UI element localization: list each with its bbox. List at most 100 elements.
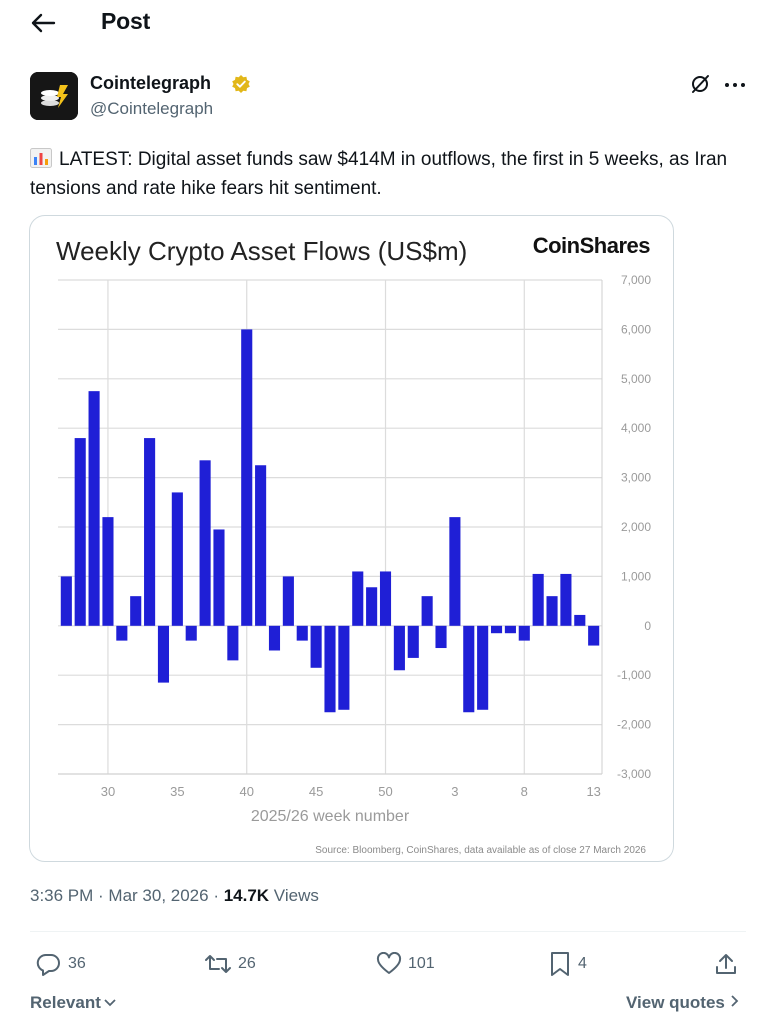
y-tick-label: 1,000 bbox=[621, 569, 651, 583]
reply-icon bbox=[36, 953, 60, 976]
back-button[interactable] bbox=[22, 6, 62, 40]
chart-xlabel: 2025/26 week number bbox=[251, 808, 410, 825]
y-tick-label: 3,000 bbox=[621, 471, 651, 485]
arrow-left-icon bbox=[31, 13, 56, 33]
bar-week-34 bbox=[157, 625, 170, 683]
x-tick-label: 30 bbox=[101, 784, 115, 799]
reply-count: 36 bbox=[68, 955, 86, 972]
views-count: 14.7K bbox=[223, 886, 270, 905]
bar-week-27 bbox=[60, 576, 72, 626]
bar-week-33 bbox=[144, 438, 156, 626]
bar-week-37 bbox=[199, 460, 211, 626]
chart-source: Source: Bloomberg, CoinShares, data avai… bbox=[315, 845, 646, 856]
bar-week-13 bbox=[588, 625, 600, 646]
bar-week-38 bbox=[213, 529, 225, 626]
heart-icon bbox=[376, 952, 402, 974]
bar-week-52 bbox=[407, 625, 419, 658]
bar-week-11 bbox=[560, 573, 572, 626]
bar-week-42 bbox=[268, 625, 281, 651]
bar-week-4 bbox=[463, 625, 475, 713]
bar-week-36 bbox=[185, 625, 197, 641]
x-tick-label: 40 bbox=[240, 784, 254, 799]
like-count: 101 bbox=[408, 955, 435, 972]
sort-label: Relevant bbox=[30, 993, 101, 1012]
bar-week-31 bbox=[116, 625, 128, 641]
chart-image[interactable]: Weekly Crypto Asset Flows (US$m) CoinSha… bbox=[29, 215, 674, 862]
tweet-text: LATEST: Digital asset funds saw $414M in… bbox=[30, 145, 730, 203]
bar-week-49 bbox=[366, 587, 378, 626]
verified-badge-icon bbox=[231, 74, 251, 94]
x-tick-label: 45 bbox=[309, 784, 323, 799]
share-icon bbox=[716, 954, 736, 974]
y-tick-label: 0 bbox=[644, 619, 651, 633]
bar-week-3 bbox=[449, 517, 461, 626]
post-timestamp[interactable]: 3:36 PM · Mar 30, 2026 · bbox=[30, 886, 224, 905]
bar-week-1 bbox=[421, 596, 433, 626]
bar-week-5 bbox=[477, 625, 489, 710]
author-handle[interactable]: @Cointelegraph bbox=[90, 99, 214, 118]
bookmark-icon bbox=[551, 952, 569, 976]
grok-icon[interactable] bbox=[689, 73, 711, 95]
chevron-right-icon bbox=[731, 995, 739, 1007]
x-tick-label: 8 bbox=[521, 784, 528, 799]
views-label: Views bbox=[269, 886, 319, 905]
repost-button[interactable]: 26 bbox=[204, 950, 256, 978]
y-tick-label: 2,000 bbox=[621, 520, 651, 534]
bar-week-29 bbox=[88, 391, 100, 626]
like-button[interactable]: 101 bbox=[376, 950, 435, 978]
bar-week-47 bbox=[338, 625, 350, 710]
bar-week-9 bbox=[532, 573, 544, 626]
x-tick-label: 35 bbox=[170, 784, 184, 799]
chart-title: Weekly Crypto Asset Flows (US$m) bbox=[56, 236, 467, 266]
bar-week-46 bbox=[324, 625, 336, 713]
y-tick-label: -2,000 bbox=[617, 718, 651, 732]
bar-week-32 bbox=[130, 596, 142, 626]
repost-count: 26 bbox=[238, 955, 256, 972]
bookmark-count: 4 bbox=[578, 955, 587, 972]
share-button[interactable] bbox=[714, 950, 744, 978]
reply-button[interactable]: 36 bbox=[36, 950, 86, 978]
bookmark-button[interactable]: 4 bbox=[548, 950, 587, 978]
more-options-icon[interactable] bbox=[724, 78, 746, 90]
x-tick-label: 3 bbox=[451, 784, 458, 799]
bar-week-39 bbox=[227, 625, 239, 661]
bar-week-30 bbox=[102, 517, 114, 626]
bar-week-45 bbox=[310, 625, 322, 668]
bar-week-28 bbox=[74, 438, 86, 626]
y-tick-label: 5,000 bbox=[621, 372, 651, 386]
bar-week-8 bbox=[518, 625, 530, 641]
y-tick-label: -3,000 bbox=[617, 767, 651, 781]
bar-week-35 bbox=[171, 492, 183, 626]
sort-replies-dropdown[interactable]: Relevant bbox=[30, 993, 117, 1013]
bar-week-2 bbox=[435, 625, 447, 649]
bar-week-51 bbox=[393, 625, 405, 671]
x-tick-label: 13 bbox=[586, 784, 600, 799]
bar-week-41 bbox=[255, 465, 267, 626]
x-tick-label: 50 bbox=[378, 784, 392, 799]
post-meta: 3:36 PM · Mar 30, 2026 · 14.7K Views bbox=[30, 886, 319, 906]
avatar[interactable] bbox=[30, 72, 78, 120]
author-name[interactable]: Cointelegraph bbox=[90, 73, 212, 93]
bar-week-50 bbox=[379, 571, 392, 626]
y-tick-label: 6,000 bbox=[621, 322, 651, 336]
bar-week-48 bbox=[352, 571, 364, 626]
bar-week-43 bbox=[282, 576, 294, 626]
chart-brand: CoinShares bbox=[533, 233, 651, 258]
view-quotes-label: View quotes bbox=[626, 993, 725, 1012]
bar-week-12 bbox=[574, 614, 586, 626]
y-tick-label: -1,000 bbox=[617, 668, 651, 682]
y-tick-label: 4,000 bbox=[621, 421, 651, 435]
bar-week-7 bbox=[504, 625, 516, 634]
bar-week-44 bbox=[296, 625, 308, 641]
divider bbox=[30, 931, 746, 932]
page-title: Post bbox=[101, 8, 151, 34]
chevron-down-icon bbox=[104, 999, 116, 1007]
repost-icon bbox=[205, 955, 231, 973]
bar-chart-icon bbox=[30, 148, 52, 168]
y-tick-label: 7,000 bbox=[621, 273, 651, 287]
tweet-body: LATEST: Digital asset funds saw $414M in… bbox=[30, 149, 728, 199]
bar-week-10 bbox=[546, 596, 558, 626]
flows-chart: Weekly Crypto Asset Flows (US$m) CoinSha… bbox=[56, 233, 651, 856]
bar-week-40 bbox=[241, 329, 253, 626]
view-quotes-link[interactable]: View quotes bbox=[626, 993, 741, 1013]
